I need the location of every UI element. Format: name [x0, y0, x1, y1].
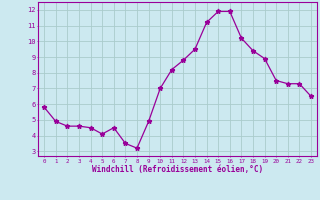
X-axis label: Windchill (Refroidissement éolien,°C): Windchill (Refroidissement éolien,°C): [92, 165, 263, 174]
